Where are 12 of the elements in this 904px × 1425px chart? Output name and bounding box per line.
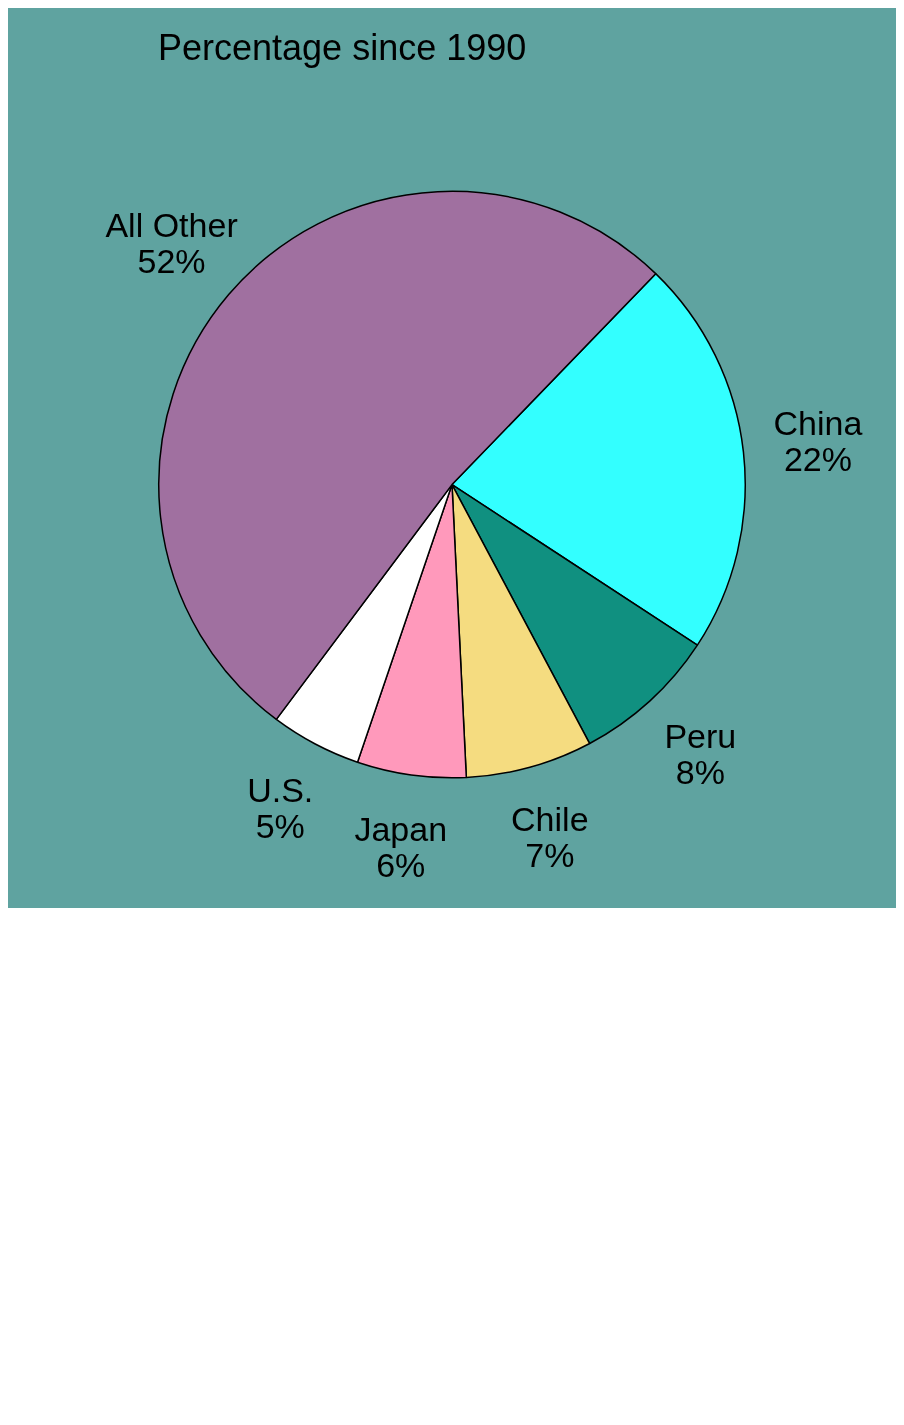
slice-label: Peru: [664, 716, 737, 755]
slice-label: Japan: [354, 809, 448, 848]
chart-title: Percentage since 1990: [158, 26, 527, 68]
data-label: 7%: [525, 836, 575, 874]
data-label: 8%: [675, 752, 725, 791]
data-label: 5%: [255, 806, 305, 845]
slice-label: China: [773, 403, 863, 442]
data-label: 22%: [783, 439, 852, 478]
slice-label: All Other: [105, 206, 238, 245]
slice-label: Chile: [511, 800, 589, 838]
data-label: 52%: [137, 242, 206, 281]
slice-label: U.S.: [247, 770, 314, 809]
